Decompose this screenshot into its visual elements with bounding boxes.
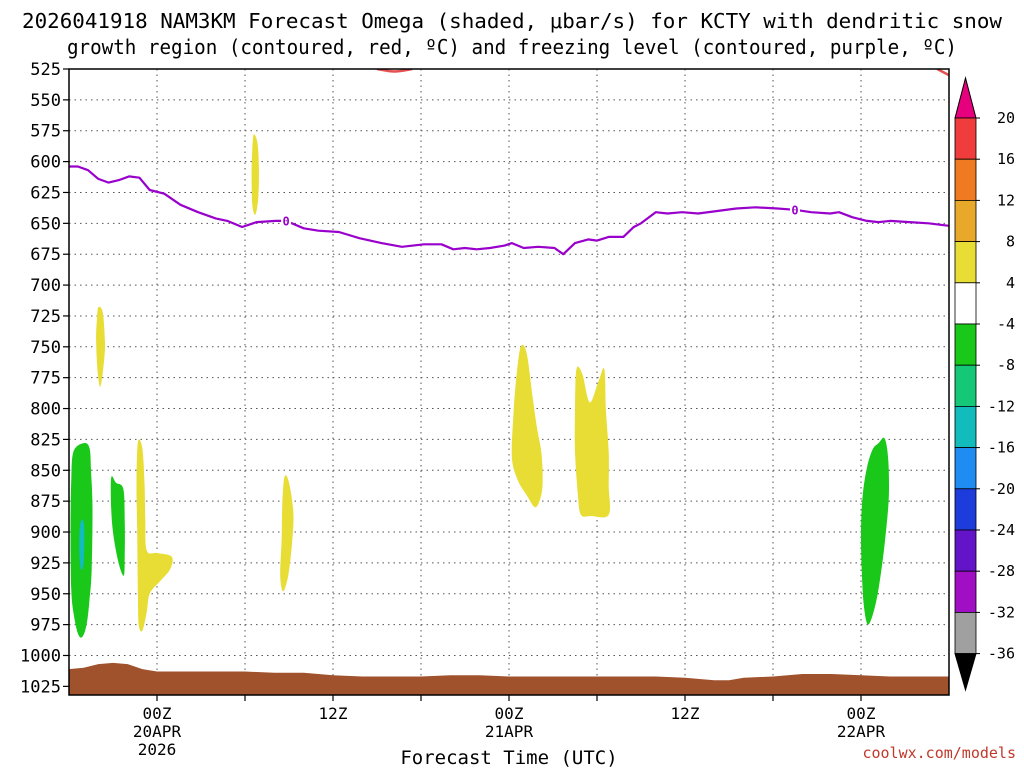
colorbar-box-12 xyxy=(954,570,977,613)
colorbar-tick-13: -36 xyxy=(988,645,1015,663)
omega-region-8 xyxy=(574,366,611,518)
colorbar-box-13 xyxy=(954,612,977,655)
ytick-label-975: 975 xyxy=(30,616,61,636)
ytick-label-900: 900 xyxy=(30,523,61,543)
colorbar-tick-1: 16 xyxy=(997,150,1015,168)
terrain-fill xyxy=(69,662,949,695)
omega-region-3 xyxy=(136,439,173,632)
ytick-label-550: 550 xyxy=(30,91,61,111)
colorbar-tick-5: -4 xyxy=(997,315,1015,333)
xtick-label-42-0: 12Z xyxy=(671,704,700,723)
xtick-label-6-2: 2026 xyxy=(138,740,177,759)
xtick-label-6-1: 20APR xyxy=(133,722,182,741)
omega-region-9 xyxy=(860,437,890,625)
ytick-label-700: 700 xyxy=(30,276,61,296)
ytick-label-675: 675 xyxy=(30,245,61,265)
omega-region-1 xyxy=(79,519,85,570)
y-axis-ticks: 525 550 575 600 625 650 675 700 725 750 775 800 825 8… xyxy=(20,60,69,697)
colorbar-box-2 xyxy=(954,158,977,201)
colorbar: 20 16 12 8 4 -4 -8 -12 -16 -20 -24 -28 -32 -36 xyxy=(954,76,1015,692)
ytick-label-725: 725 xyxy=(30,307,61,327)
colorbar-tick-10: -24 xyxy=(988,521,1015,539)
colorbar-box-9 xyxy=(954,447,977,490)
colorbar-box-1 xyxy=(954,117,977,160)
colorbar-tick-8: -16 xyxy=(988,439,1015,457)
ytick-label-625: 625 xyxy=(30,183,61,203)
colorbar-box-11 xyxy=(954,529,977,572)
ytick-label-750: 750 xyxy=(30,338,61,358)
ytick-label-800: 800 xyxy=(30,400,61,420)
ytick-label-650: 650 xyxy=(30,214,61,234)
ytick-label-850: 850 xyxy=(30,461,61,481)
chart-title-line-1: 2026041918 NAM3KM Forecast Omega (shaded… xyxy=(22,9,1003,33)
xtick-label-54-1: 22APR xyxy=(837,722,886,741)
colorbar-tick-3: 8 xyxy=(1006,233,1015,251)
omega-shading-layer xyxy=(70,134,890,638)
ytick-label-775: 775 xyxy=(30,369,61,389)
colorbar-tick-11: -28 xyxy=(988,562,1015,580)
omega-region-5 xyxy=(251,134,259,215)
ytick-label-825: 825 xyxy=(30,430,61,450)
ytick-label-950: 950 xyxy=(30,585,61,605)
colorbar-tick-6: -8 xyxy=(997,356,1015,374)
xtick-label-6-0: 00Z xyxy=(143,704,172,723)
ytick-label-525: 525 xyxy=(30,60,61,80)
colorbar-box-6 xyxy=(954,323,977,366)
colorbar-tick-12: -32 xyxy=(988,603,1015,621)
xtick-label-30-0: 00Z xyxy=(495,704,524,723)
freezing-level-label-bg-0 xyxy=(281,213,292,228)
ytick-label-1025: 1025 xyxy=(20,677,61,697)
x-axis-label: Forecast Time (UTC) xyxy=(400,747,617,768)
omega-region-7 xyxy=(511,344,543,508)
ytick-label-575: 575 xyxy=(30,122,61,142)
xtick-label-54-0: 00Z xyxy=(847,704,876,723)
xtick-label-30-1: 21APR xyxy=(485,722,534,741)
colorbar-box-3 xyxy=(954,199,977,242)
colorbar-top-arrow xyxy=(954,76,977,119)
colorbar-tick-0: 20 xyxy=(997,109,1015,127)
freezing-level-label-bg-1 xyxy=(790,202,800,217)
chart-title-line-2: growth region (contoured, red, ºC) and f… xyxy=(67,35,957,59)
colorbar-tick-9: -20 xyxy=(988,480,1015,498)
freezing-level-label-1: 0 xyxy=(791,203,798,217)
colorbar-bottom-arrow xyxy=(954,653,977,692)
colorbar-box-10 xyxy=(954,488,977,531)
credit-text: coolwx.com/models xyxy=(862,744,1016,762)
omega-region-6 xyxy=(280,475,294,592)
colorbar-tick-7: -12 xyxy=(988,397,1015,415)
ytick-label-875: 875 xyxy=(30,492,61,512)
ytick-label-1000: 1000 xyxy=(20,646,61,666)
colorbar-box-5 xyxy=(954,282,977,325)
freezing-level-label-0: 0 xyxy=(282,214,289,228)
omega-region-2 xyxy=(110,476,125,576)
ytick-label-600: 600 xyxy=(30,153,61,173)
colorbar-box-8 xyxy=(954,405,977,448)
freezing-level-layer: 00 xyxy=(69,165,949,256)
omega-region-4 xyxy=(96,306,106,387)
colorbar-tick-4: 4 xyxy=(1006,274,1015,292)
colorbar-box-7 xyxy=(954,364,977,407)
plot-background xyxy=(69,69,949,695)
xtick-label-18-0: 12Z xyxy=(319,704,348,723)
colorbar-tick-2: 12 xyxy=(997,191,1015,209)
ytick-label-925: 925 xyxy=(30,554,61,574)
terrain-layer xyxy=(69,662,949,695)
colorbar-box-4 xyxy=(954,241,977,284)
